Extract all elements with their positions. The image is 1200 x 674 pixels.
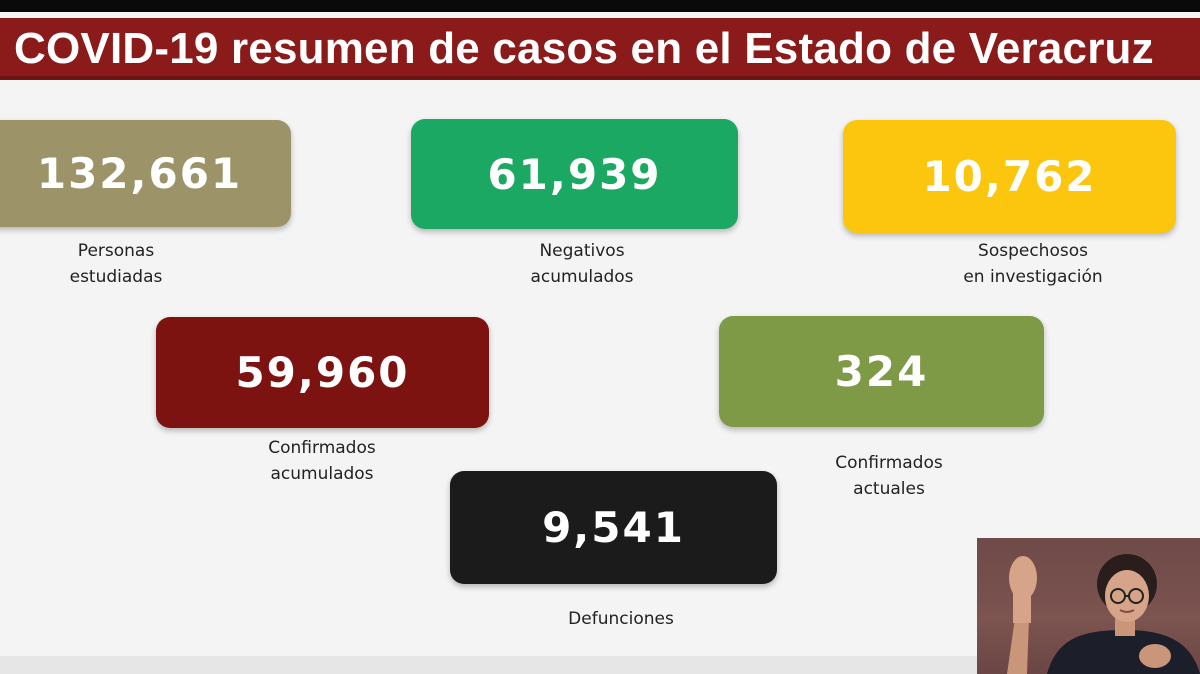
defunciones-label-line1: Defunciones xyxy=(568,609,674,629)
confirmados-acumulados-label-line1: Confirmados xyxy=(268,438,376,458)
confirmados-acumulados-card: 59,960 xyxy=(156,317,489,428)
sospechosos-label: Sospechosos en investigación xyxy=(943,238,1123,290)
negativos-label: Negativos acumulados xyxy=(492,238,672,290)
sospechosos-label-line1: Sospechosos xyxy=(978,241,1088,261)
confirmados-acumulados-value: 59,960 xyxy=(235,348,410,397)
sospechosos-value: 10,762 xyxy=(922,152,1097,201)
negativos-label-line1: Negativos xyxy=(539,241,625,261)
sign-language-interpreter-icon xyxy=(977,538,1200,674)
negativos-card: 61,939 xyxy=(411,119,738,229)
confirmados-actuales-card: 324 xyxy=(719,316,1044,427)
page-title: COVID-19 resumen de casos en el Estado d… xyxy=(14,24,1154,73)
confirmados-actuales-value: 324 xyxy=(834,347,929,396)
defunciones-label: Defunciones xyxy=(531,606,711,632)
personas-value: 132,661 xyxy=(36,149,243,198)
title-banner: COVID-19 resumen de casos en el Estado d… xyxy=(0,18,1200,80)
confirmados-actuales-label: Confirmados actuales xyxy=(799,450,979,502)
interpreter-figure xyxy=(1007,554,1200,674)
confirmados-actuales-label-line2: actuales xyxy=(853,479,925,499)
sospechosos-card: 10,762 xyxy=(843,120,1176,233)
confirmados-acumulados-label-line2: acumulados xyxy=(270,464,374,484)
personas-label-line1: Personas xyxy=(77,241,155,261)
defunciones-card: 9,541 xyxy=(450,471,777,584)
personas-card: 132,661 xyxy=(0,120,291,227)
negativos-label-line2: acumulados xyxy=(530,267,634,287)
confirmados-acumulados-label: Confirmados acumulados xyxy=(232,435,412,487)
top-bar xyxy=(0,0,1200,12)
defunciones-value: 9,541 xyxy=(542,503,685,552)
bottom-strip xyxy=(0,656,1200,674)
negativos-value: 61,939 xyxy=(487,149,662,199)
personas-label: Personas estudiadas xyxy=(36,238,196,290)
sospechosos-label-line2: en investigación xyxy=(963,267,1103,287)
personas-label-line2: estudiadas xyxy=(69,267,163,287)
confirmados-actuales-label-line1: Confirmados xyxy=(835,453,943,473)
